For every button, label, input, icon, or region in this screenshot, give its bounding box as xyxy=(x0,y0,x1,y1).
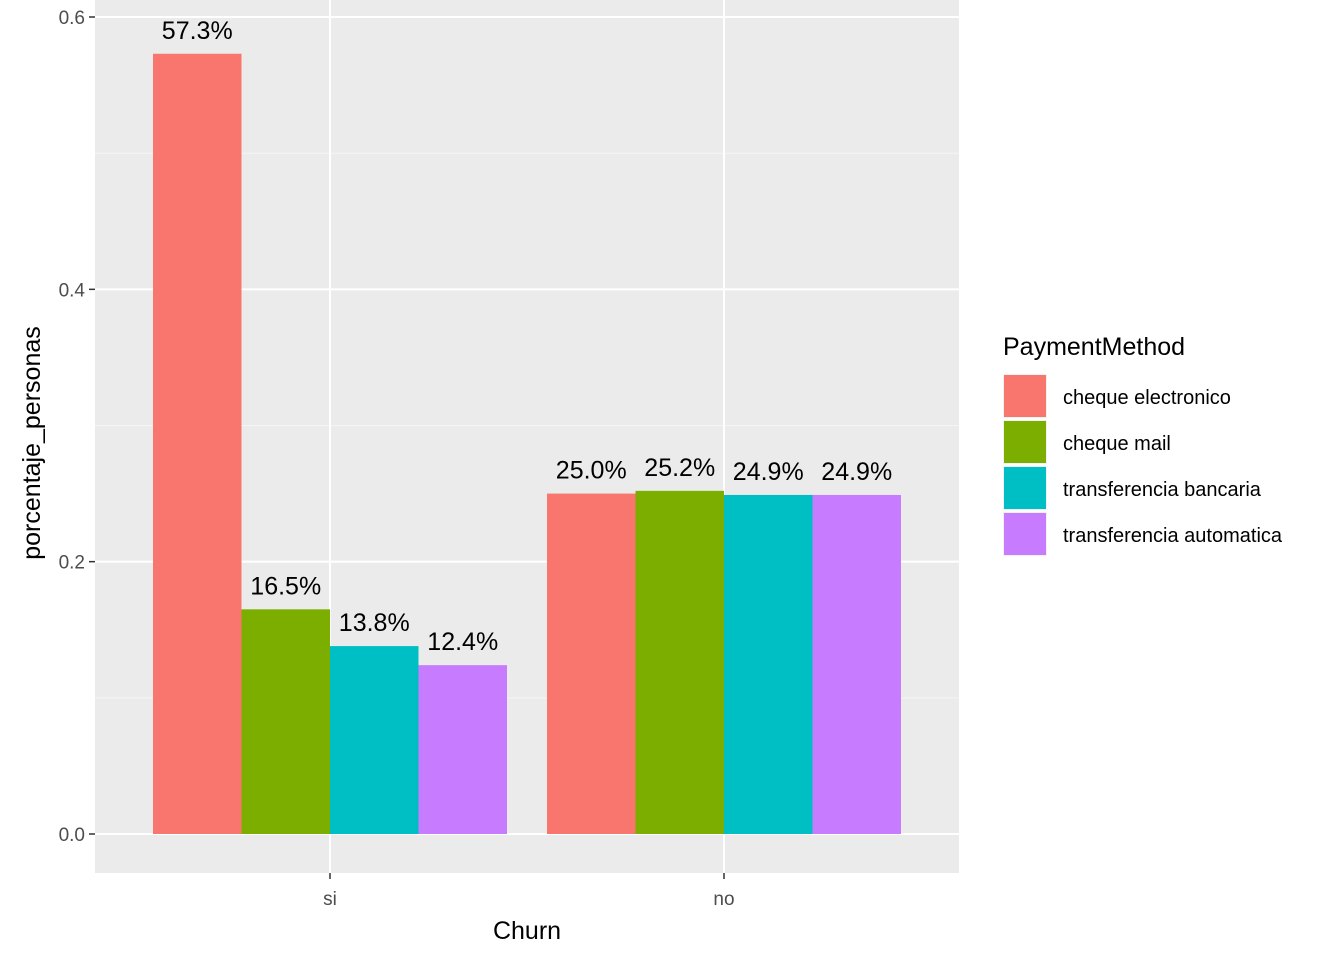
legend-label: transferencia automatica xyxy=(1063,525,1283,547)
bar xyxy=(812,494,901,834)
data-label: 25.0% xyxy=(556,457,627,485)
data-label: 13.8% xyxy=(339,609,410,637)
data-label: 24.9% xyxy=(821,458,892,486)
bars xyxy=(153,53,901,834)
data-label: 16.5% xyxy=(250,572,321,600)
y-axis-title: porcentaje_personas xyxy=(18,326,46,560)
data-label: 25.2% xyxy=(644,454,715,482)
bar xyxy=(635,490,724,834)
bar xyxy=(418,665,507,834)
legend-label: cheque electronico xyxy=(1063,387,1231,409)
bar xyxy=(724,494,813,834)
legend-swatch xyxy=(1004,467,1046,509)
x-tick-label: si xyxy=(323,889,337,910)
bar xyxy=(153,53,242,834)
legend-label: transferencia bancaria xyxy=(1063,479,1262,501)
y-tick-label: 0.2 xyxy=(59,553,85,574)
bar xyxy=(547,493,636,834)
legend-label: cheque mail xyxy=(1063,433,1171,455)
legend-swatch xyxy=(1004,421,1046,463)
y-axis: 0.0 0.2 0.4 0.6 xyxy=(59,8,95,846)
data-label: 12.4% xyxy=(427,628,498,656)
x-tick-label: no xyxy=(713,889,734,910)
bar xyxy=(330,646,419,834)
legend: PaymentMethod cheque electronico cheque m… xyxy=(1003,333,1283,556)
y-tick-label: 0.4 xyxy=(59,280,86,301)
y-tick-label: 0.0 xyxy=(59,825,85,846)
x-axis: si no xyxy=(323,873,735,910)
data-label: 24.9% xyxy=(733,458,804,486)
data-labels: 57.3% 25.0% 16.5% 25.2% 13.8% 24.9% 12.4% 24.9% xyxy=(162,17,892,656)
legend-swatch xyxy=(1004,375,1046,417)
y-tick-label: 0.6 xyxy=(59,8,85,29)
legend-swatch xyxy=(1004,513,1046,555)
bar xyxy=(241,609,330,834)
legend-title: PaymentMethod xyxy=(1003,333,1185,361)
data-label: 57.3% xyxy=(162,17,233,45)
x-axis-title: Churn xyxy=(493,917,561,945)
